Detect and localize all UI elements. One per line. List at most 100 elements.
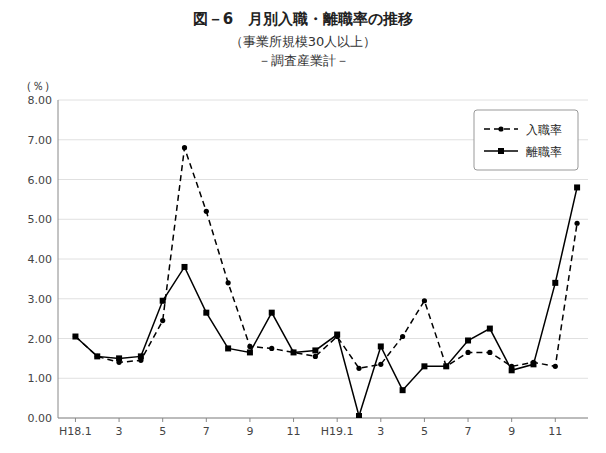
data-point — [356, 413, 362, 418]
data-point — [509, 367, 515, 373]
data-point — [400, 387, 406, 393]
legend-label: 入職率 — [526, 123, 562, 137]
data-point — [225, 345, 231, 351]
data-point — [73, 334, 78, 339]
subtitle: （事業所規模30人以上） — [230, 34, 377, 49]
data-point — [182, 145, 187, 150]
x-tick-label: 7 — [465, 425, 472, 438]
data-point — [443, 363, 449, 369]
data-point — [138, 353, 144, 359]
subtitle: －調査産業計－ — [258, 53, 349, 68]
data-point — [552, 280, 558, 286]
data-point — [291, 349, 297, 355]
data-point — [203, 310, 209, 316]
data-point — [160, 298, 166, 304]
x-tick — [555, 418, 556, 422]
data-point — [312, 347, 318, 353]
y-tick-label: 3.00 — [28, 293, 53, 306]
data-point — [95, 354, 100, 359]
data-point — [269, 310, 275, 316]
data-point — [378, 343, 384, 349]
data-point — [160, 318, 165, 323]
x-tick — [249, 418, 250, 422]
x-tick-label: 9 — [246, 425, 253, 438]
y-axis-line — [58, 100, 59, 418]
x-tick — [293, 418, 294, 422]
x-axis-line — [58, 418, 588, 419]
y-tick-label: 5.00 — [28, 213, 53, 226]
data-point — [487, 326, 493, 332]
x-tick — [206, 418, 207, 422]
y-tick-label: 4.00 — [28, 253, 53, 266]
y-tick-label: 6.00 — [28, 174, 53, 187]
grid-line — [58, 100, 588, 101]
data-point — [72, 334, 78, 340]
data-point — [465, 337, 471, 343]
x-tick — [511, 418, 512, 422]
grid-line — [58, 298, 588, 299]
data-point — [204, 209, 209, 214]
x-tick-label: 7 — [203, 425, 210, 438]
chart: 図－6 月別入職・離職率の推移（事業所規模30人以上）－調査産業計－（％）0.0… — [0, 0, 606, 453]
data-point — [574, 184, 580, 190]
y-tick-label: 8.00 — [28, 94, 53, 107]
x-tick-label: H19.1 — [321, 425, 354, 438]
title: 図－6 月別入職・離職率の推移 — [193, 10, 413, 28]
grid-line — [58, 179, 588, 180]
data-point — [421, 363, 427, 369]
x-tick-label: 3 — [116, 425, 123, 438]
x-tick-label: 3 — [377, 425, 384, 438]
x-tick-label: H18.1 — [59, 425, 92, 438]
y-tick-label: 0.00 — [28, 412, 53, 425]
x-tick — [337, 418, 338, 422]
axes: 0.00 1.00 2.00 3.00 4.00 5.00 6.00 7.00 8.00 H18.… — [28, 94, 589, 438]
data-point — [226, 280, 231, 285]
x-tick — [468, 418, 469, 422]
legend-box — [474, 110, 578, 170]
data-point — [378, 362, 383, 367]
data-point — [444, 364, 449, 369]
series — [72, 184, 580, 418]
y-tick-label: 7.00 — [28, 134, 53, 147]
x-tick-label: 9 — [508, 425, 515, 438]
data-point — [422, 298, 427, 303]
data-point — [465, 350, 470, 355]
data-point — [530, 361, 536, 367]
plot-area — [72, 145, 580, 418]
y-tick-label: 1.00 — [28, 372, 53, 385]
data-point — [553, 364, 558, 369]
x-tick-label: 11 — [287, 425, 301, 438]
data-point — [313, 354, 318, 359]
x-tick-label: 5 — [421, 425, 428, 438]
data-point — [487, 350, 492, 355]
data-point — [574, 221, 579, 226]
legend-label: 離職率 — [526, 145, 562, 159]
legend: 入職率離職率 — [474, 110, 578, 170]
x-tick — [380, 418, 381, 422]
y-tick-label: 2.00 — [28, 333, 53, 346]
data-point — [94, 353, 100, 359]
data-point — [269, 346, 274, 351]
grid-line — [58, 338, 588, 339]
legend-marker — [498, 126, 503, 131]
grid-line — [58, 259, 588, 260]
series-line — [75, 148, 577, 369]
data-point — [247, 349, 253, 355]
series-line — [75, 187, 577, 416]
data-point — [400, 334, 405, 339]
x-tick-label: 11 — [548, 425, 562, 438]
data-point — [356, 366, 361, 371]
background — [0, 0, 606, 453]
x-tick — [424, 418, 425, 422]
data-point — [334, 332, 340, 338]
x-tick — [75, 418, 76, 422]
legend-marker — [498, 148, 504, 154]
x-tick — [162, 418, 163, 422]
grid-line — [58, 418, 588, 419]
data-point — [182, 264, 188, 270]
data-point — [116, 355, 122, 361]
data-point — [291, 350, 296, 355]
grid-line — [58, 219, 588, 220]
x-tick-label: 5 — [159, 425, 166, 438]
y-axis-label: （％） — [20, 79, 56, 93]
